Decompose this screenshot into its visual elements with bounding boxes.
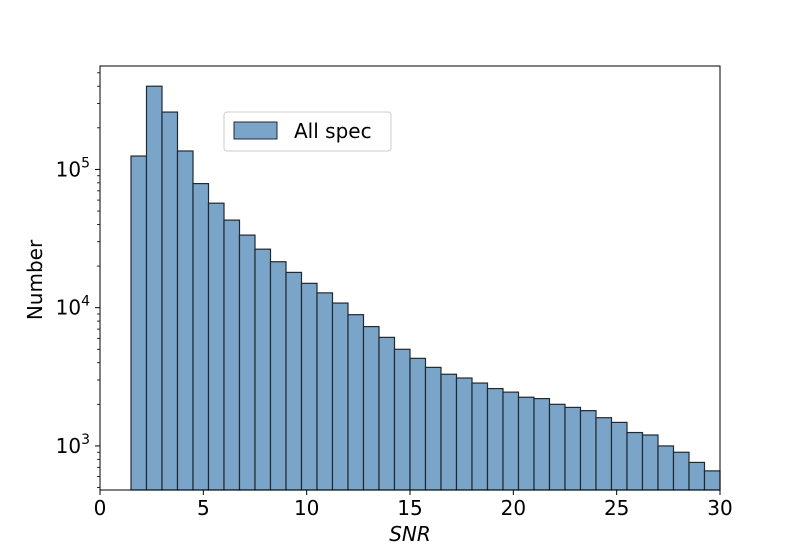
histogram-bar — [564, 406, 582, 491]
histogram-bar — [316, 292, 334, 491]
x-tick-label: 5 — [197, 496, 210, 520]
histogram-bar — [703, 470, 721, 491]
histogram-bar — [362, 325, 380, 491]
histogram-bar — [269, 261, 287, 491]
histogram-bar — [238, 234, 256, 491]
histogram-bar — [161, 111, 179, 491]
histogram-bar — [595, 417, 613, 491]
x-axis-label: SNR — [389, 522, 431, 546]
histogram-bar — [207, 202, 225, 491]
histogram-bar — [502, 391, 520, 491]
histogram-bar — [254, 248, 272, 491]
histogram-bar — [672, 451, 690, 491]
histogram-bar — [145, 85, 163, 491]
histogram-bar — [517, 396, 535, 491]
histogram-bar — [347, 314, 365, 491]
y-tick-label: 104 — [56, 294, 90, 320]
histogram-bar — [657, 445, 675, 491]
histogram-bar — [285, 271, 303, 491]
y-tick-label: 105 — [56, 155, 90, 181]
x-tick-label: 25 — [604, 496, 629, 520]
histogram-bar — [610, 421, 628, 491]
histogram-bar — [455, 377, 473, 491]
y-axis-ticks: 103 104 105 — [56, 72, 100, 488]
histogram-bar — [533, 397, 551, 491]
histogram-bar — [424, 366, 442, 491]
histogram-bar — [192, 182, 210, 491]
x-axis-ticks: 0 5 10 15 20 25 30 — [94, 490, 733, 520]
legend-swatch — [233, 121, 278, 140]
y-axis-label: Number — [23, 239, 47, 320]
legend: All spec — [223, 111, 392, 152]
histogram-bar — [626, 431, 644, 491]
histogram-bar — [223, 219, 241, 491]
histogram-bar — [471, 382, 489, 491]
histogram-bar — [579, 410, 597, 491]
x-tick-label: 30 — [707, 496, 732, 520]
histogram-bar — [688, 461, 706, 491]
histogram-bar — [486, 387, 504, 491]
histogram-bar — [130, 155, 148, 491]
histogram-bar — [378, 336, 396, 491]
legend-label: All spec — [294, 119, 372, 143]
histogram-bar — [176, 150, 194, 491]
histogram-bar — [409, 357, 427, 491]
y-tick-label: 103 — [56, 432, 90, 458]
histogram-bar — [641, 434, 659, 491]
histogram-bar — [331, 302, 349, 491]
histogram-bar — [393, 348, 411, 491]
x-tick-label: 15 — [397, 496, 422, 520]
histogram-bar — [440, 373, 458, 491]
bars-group — [130, 85, 721, 491]
x-tick-label: 10 — [294, 496, 319, 520]
histogram-bar — [548, 403, 566, 491]
histogram-bar — [300, 282, 318, 491]
x-tick-label: 0 — [94, 496, 107, 520]
x-tick-label: 20 — [501, 496, 526, 520]
